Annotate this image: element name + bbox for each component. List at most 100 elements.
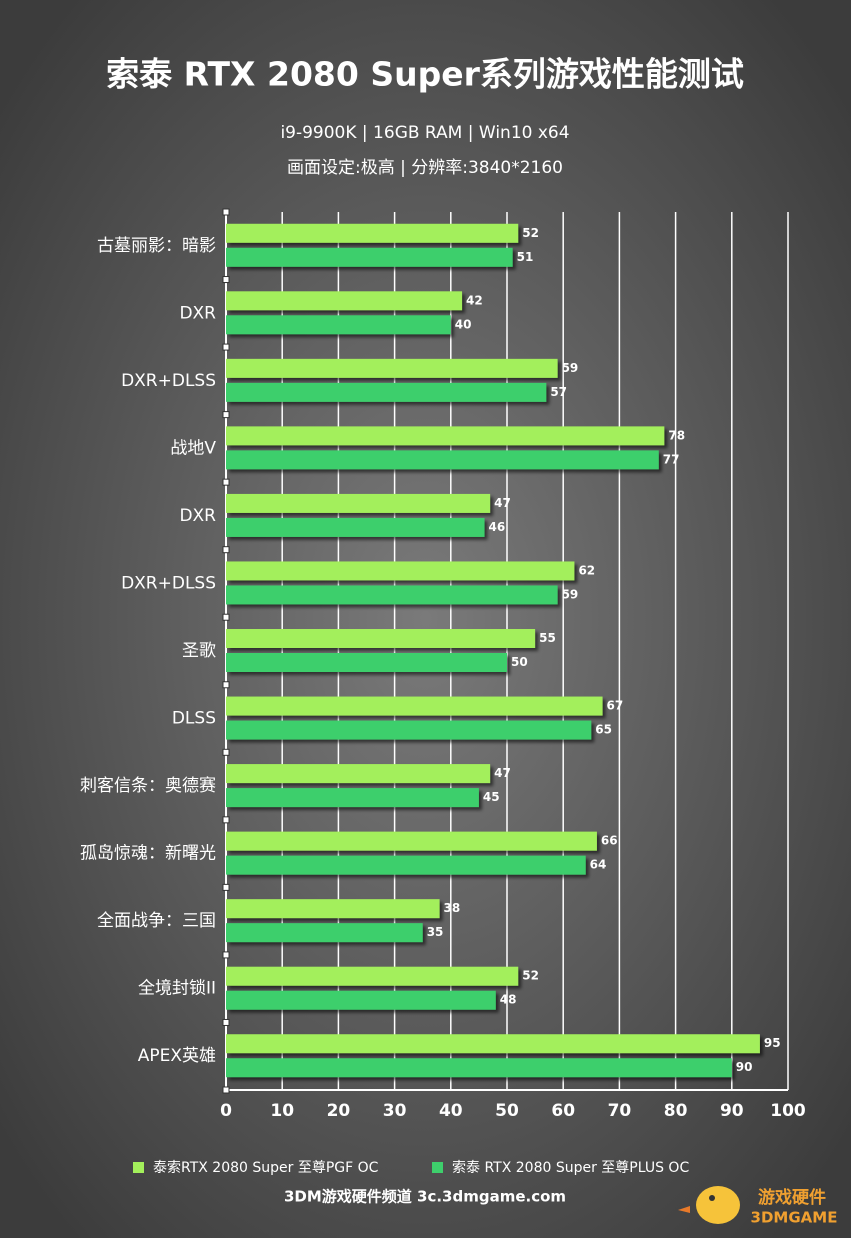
chart-title: 索泰 RTX 2080 Super系列游戏性能测试 [106, 55, 744, 94]
bar [226, 966, 519, 986]
bar [226, 382, 547, 402]
bar [226, 1034, 760, 1054]
bar [226, 788, 479, 808]
bar [226, 493, 491, 513]
x-tick-label: 10 [270, 1101, 294, 1121]
axis-marker [222, 411, 230, 419]
bar [226, 653, 507, 672]
value-label: 48 [500, 993, 517, 1007]
value-label: 40 [455, 317, 472, 331]
watermark-text: 3DMGAME [751, 1209, 838, 1227]
bar [226, 426, 665, 446]
value-label: 42 [466, 293, 483, 307]
bar [226, 585, 558, 605]
value-label: 47 [494, 496, 511, 510]
value-label: 50 [511, 655, 528, 669]
bar [226, 223, 519, 243]
y-tick-label: DLSS [172, 709, 216, 729]
value-label: 65 [595, 723, 612, 737]
value-label: 59 [562, 361, 579, 375]
legend-label: 泰索RTX 2080 Super 至尊PGF OC [153, 1159, 379, 1176]
y-tick-label: 圣歌 [182, 641, 216, 661]
value-label: 47 [494, 766, 511, 780]
y-tick-label: DXR [179, 506, 216, 526]
x-tick-label: 20 [327, 1101, 351, 1121]
value-label: 77 [663, 452, 680, 466]
value-label: 66 [601, 834, 618, 848]
bar [226, 990, 496, 1010]
x-tick-label: 70 [608, 1101, 632, 1121]
value-label: 55 [539, 631, 556, 645]
value-label: 95 [764, 1036, 781, 1050]
value-label: 51 [517, 250, 534, 264]
axis-marker [222, 681, 230, 689]
x-tick-label: 0 [220, 1101, 232, 1121]
value-label: 46 [489, 520, 506, 534]
value-label: 67 [607, 699, 624, 713]
y-tick-label: DXR+DLSS [121, 573, 216, 593]
bar [226, 923, 423, 943]
axis-marker [222, 546, 230, 554]
value-label: 62 [578, 563, 595, 577]
bar [226, 696, 603, 716]
bar [226, 720, 592, 740]
legend-swatch [432, 1162, 443, 1173]
y-tick-label: 全境封锁II [138, 979, 216, 999]
bar [226, 517, 485, 537]
x-tick-label: 40 [439, 1101, 463, 1121]
legend-swatch [133, 1162, 144, 1173]
value-label: 52 [522, 969, 539, 983]
bar [226, 450, 659, 470]
value-label: 59 [562, 587, 579, 601]
watermark-logo: 游戏硬件 3DMGAME [678, 1186, 837, 1227]
x-tick-label: 80 [664, 1101, 688, 1121]
bar [226, 561, 575, 581]
bar [226, 358, 558, 378]
y-tick-label: DXR+DLSS [121, 371, 216, 391]
bar [226, 899, 440, 919]
bar [226, 831, 597, 851]
x-tick-label: 30 [383, 1101, 407, 1121]
bar [226, 1058, 732, 1078]
value-label: 52 [522, 226, 539, 240]
axis-marker [222, 816, 230, 824]
x-tick-label: 60 [551, 1101, 575, 1121]
value-label: 57 [550, 385, 567, 399]
y-tick-label: 全面战争：三国 [97, 911, 216, 931]
x-tick-label: 100 [770, 1101, 806, 1121]
axis-marker [222, 613, 230, 621]
y-tick-label: 刺客信条：奥德赛 [80, 775, 216, 796]
subtitle: i9-9900K | 16GB RAM | Win10 x64 [280, 123, 569, 143]
axis-marker [222, 1086, 230, 1094]
axis-marker [222, 343, 230, 351]
y-tick-label: 古墓丽影：暗影 [97, 236, 216, 256]
subtitle: 画面设定:极高 | 分辨率:3840*2160 [287, 158, 563, 178]
value-label: 35 [427, 925, 444, 939]
legend-label: 索泰 RTX 2080 Super 至尊PLUS OC [452, 1159, 689, 1176]
x-tick-label: 50 [495, 1101, 519, 1121]
bar [226, 855, 586, 875]
y-tick-label: 战地V [170, 438, 216, 458]
axis-marker [222, 951, 230, 959]
bar [226, 764, 491, 784]
footer: 3DM游戏硬件频道 3c.3dmgame.com [284, 1188, 566, 1206]
y-tick-label: APEX英雄 [138, 1046, 216, 1066]
value-label: 38 [444, 901, 461, 915]
value-label: 90 [736, 1060, 753, 1074]
bar [226, 247, 513, 267]
bar [226, 315, 451, 335]
axis-marker [222, 208, 230, 216]
axis-marker [222, 883, 230, 891]
bar [226, 629, 536, 648]
axis-marker [222, 748, 230, 756]
y-tick-label: 孤岛惊魂：新曙光 [80, 844, 216, 864]
value-label: 78 [668, 428, 685, 442]
bar [226, 291, 463, 311]
x-tick-label: 90 [720, 1101, 744, 1121]
axis-marker [222, 478, 230, 486]
value-label: 64 [590, 858, 607, 872]
axis-marker [222, 1018, 230, 1026]
value-label: 45 [483, 790, 500, 804]
